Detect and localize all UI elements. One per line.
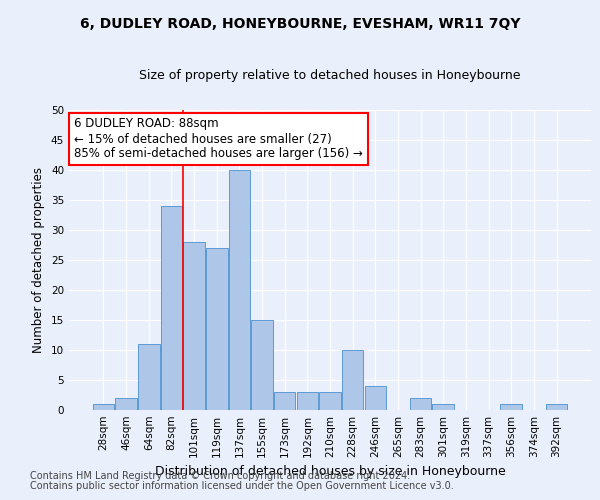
Text: Contains public sector information licensed under the Open Government Licence v3: Contains public sector information licen… <box>30 481 454 491</box>
Text: 6, DUDLEY ROAD, HONEYBOURNE, EVESHAM, WR11 7QY: 6, DUDLEY ROAD, HONEYBOURNE, EVESHAM, WR… <box>80 18 520 32</box>
Bar <box>161 206 182 410</box>
Bar <box>206 248 227 410</box>
Text: 6 DUDLEY ROAD: 88sqm
← 15% of detached houses are smaller (27)
85% of semi-detac: 6 DUDLEY ROAD: 88sqm ← 15% of detached h… <box>74 118 363 160</box>
Bar <box>342 350 364 410</box>
Bar <box>433 404 454 410</box>
Bar <box>93 404 114 410</box>
Bar <box>365 386 386 410</box>
Text: Contains HM Land Registry data © Crown copyright and database right 2024.: Contains HM Land Registry data © Crown c… <box>30 471 410 481</box>
Bar <box>410 398 431 410</box>
Title: Size of property relative to detached houses in Honeybourne: Size of property relative to detached ho… <box>139 70 521 82</box>
Bar <box>500 404 522 410</box>
Bar <box>546 404 567 410</box>
X-axis label: Distribution of detached houses by size in Honeybourne: Distribution of detached houses by size … <box>155 466 505 478</box>
Bar <box>296 392 318 410</box>
Bar <box>138 344 160 410</box>
Y-axis label: Number of detached properties: Number of detached properties <box>32 167 46 353</box>
Bar <box>229 170 250 410</box>
Bar <box>184 242 205 410</box>
Bar <box>115 398 137 410</box>
Bar <box>274 392 295 410</box>
Bar <box>319 392 341 410</box>
Bar <box>251 320 273 410</box>
